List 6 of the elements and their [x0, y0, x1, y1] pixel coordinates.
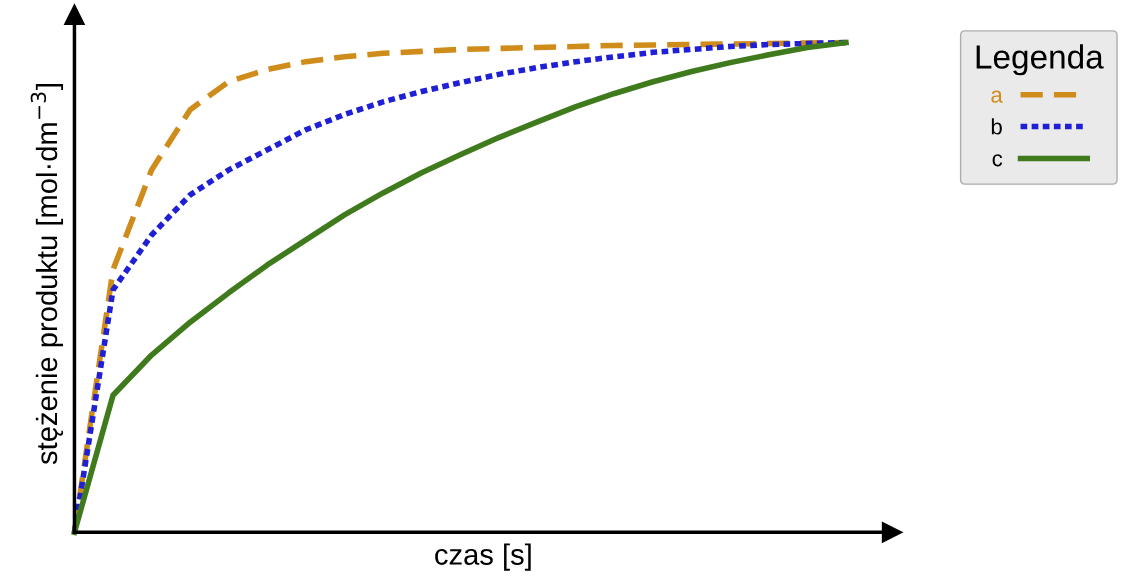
y-axis-title: stężenie produktu [mol·dm$^{−3}$]: [30, 84, 64, 465]
x-axis-title: czas [s]: [435, 543, 531, 571]
legend-label: a: [991, 90, 1003, 103]
legend-label: c: [992, 154, 1003, 167]
legend-title: Legenda: [976, 44, 1104, 76]
legend-label: b: [991, 118, 1002, 135]
